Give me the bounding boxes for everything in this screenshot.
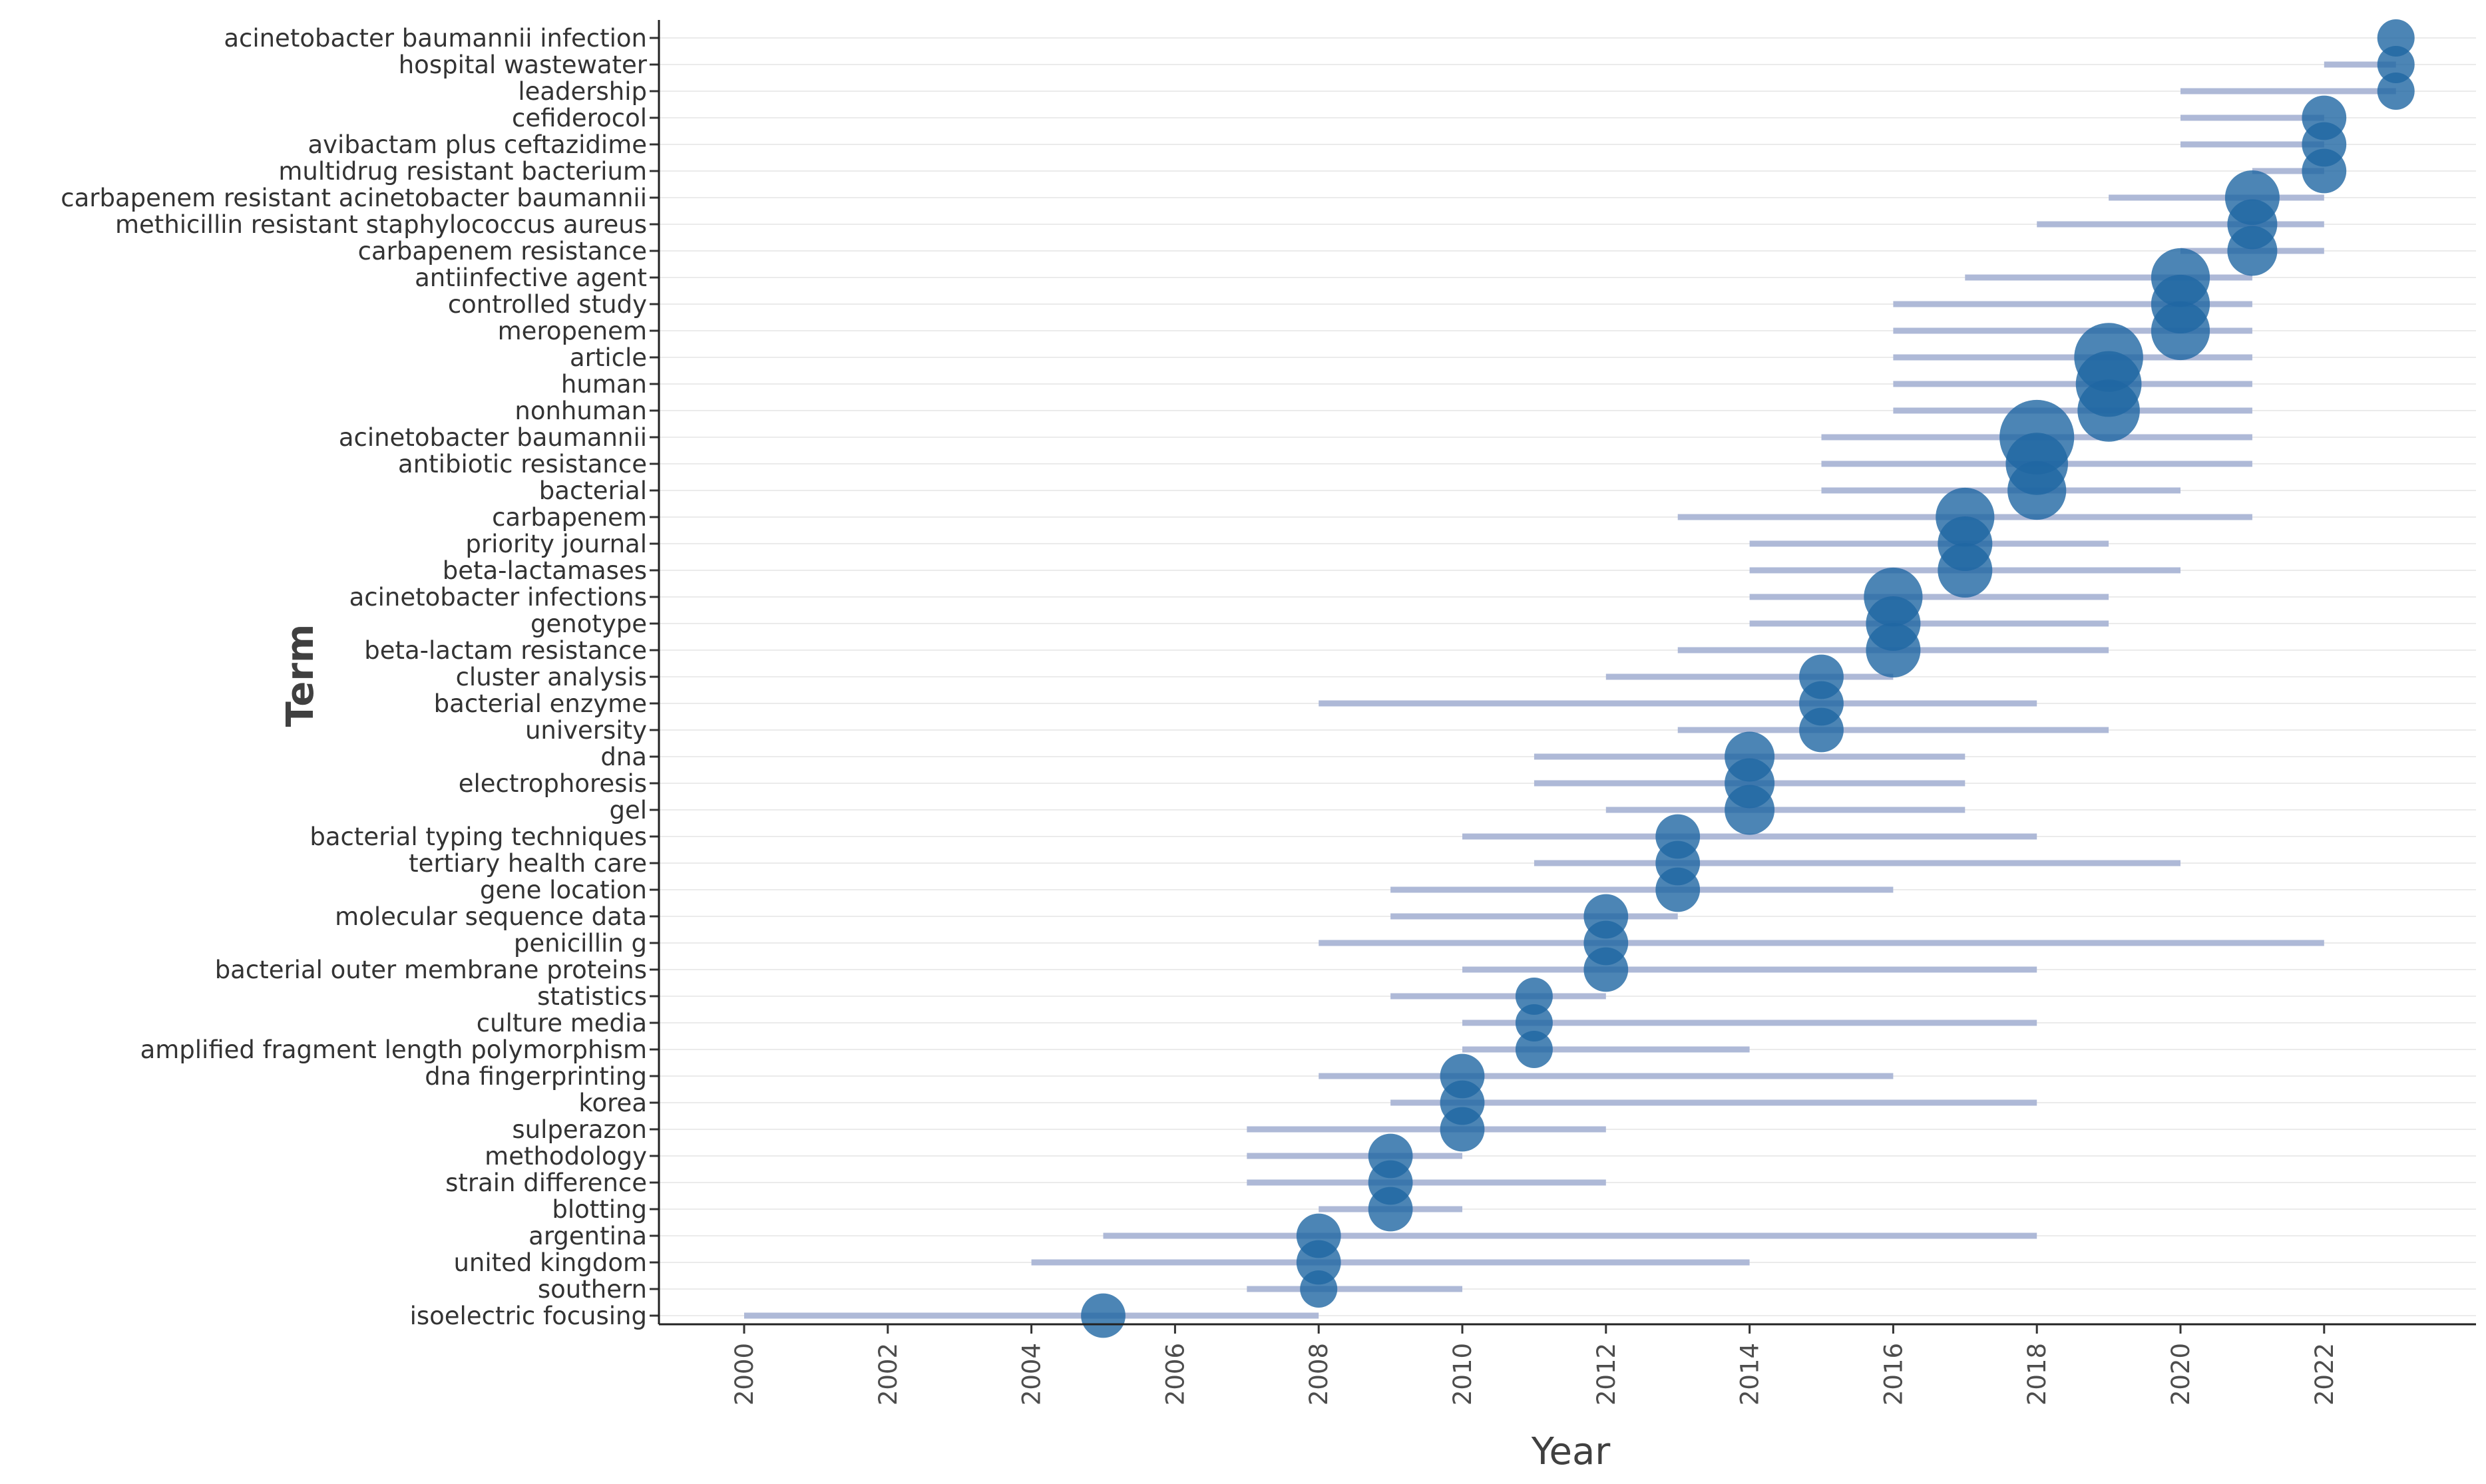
x-tick-label: 2004 xyxy=(1018,1343,1046,1405)
x-tick-label: 2022 xyxy=(2310,1343,2339,1405)
grid-lines xyxy=(659,37,2476,1316)
median-point xyxy=(1938,543,1993,598)
median-point xyxy=(1515,978,1553,1015)
term-label: priority journal xyxy=(465,530,647,558)
term-label: blotting xyxy=(552,1195,647,1224)
x-tick-label: 2018 xyxy=(2023,1343,2051,1405)
term-label: penicillin g xyxy=(514,929,647,958)
term-label: amplified fragment length polymorphism xyxy=(140,1035,647,1064)
term-label: gel xyxy=(609,796,647,825)
term-label: acinetobacter baumannii infection xyxy=(224,24,647,53)
term-label: beta-lactam resistance xyxy=(364,636,647,665)
term-label: hospital wastewater xyxy=(399,51,648,79)
x-tick-label: 2016 xyxy=(1879,1343,1908,1405)
term-label: acinetobacter baumannii xyxy=(339,423,647,452)
term-label: isoelectric focusing xyxy=(410,1302,647,1330)
x-tick-label: 2014 xyxy=(1736,1343,1764,1405)
year-range-bars xyxy=(744,61,2396,1319)
median-point xyxy=(1866,623,1921,677)
median-point xyxy=(1296,1240,1341,1285)
term-label: avibactam plus ceftazidime xyxy=(308,130,647,159)
x-tick-label: 2000 xyxy=(730,1343,759,1405)
term-label: cluster analysis xyxy=(456,663,647,691)
median-point xyxy=(1515,1031,1553,1068)
median-point xyxy=(1081,1293,1126,1338)
median-point xyxy=(1655,867,1701,912)
median-point xyxy=(2007,461,2067,520)
term-label: molecular sequence data xyxy=(335,902,647,931)
term-label: dna xyxy=(600,743,647,771)
term-label: korea xyxy=(578,1089,647,1117)
term-label: leadership xyxy=(518,77,647,106)
term-label: bacterial typing techniques xyxy=(310,823,647,851)
term-label: multidrug resistant bacterium xyxy=(278,157,647,186)
term-label: carbapenem resistant acinetobacter bauma… xyxy=(61,184,647,212)
x-tick-label: 2002 xyxy=(874,1343,903,1405)
term-label: beta-lactamases xyxy=(443,556,647,585)
x-tick-label: 2008 xyxy=(1305,1343,1333,1405)
term-label: southern xyxy=(538,1275,647,1304)
term-label: genotype xyxy=(530,610,647,638)
term-label: strain difference xyxy=(445,1169,647,1197)
term-label: gene location xyxy=(480,876,647,904)
term-label: sulperazon xyxy=(512,1115,647,1144)
median-point xyxy=(2151,301,2210,361)
median-point xyxy=(2377,46,2415,83)
median-point xyxy=(2227,226,2278,276)
x-tick-label: 2012 xyxy=(1592,1343,1621,1405)
term-label: controlled study xyxy=(448,290,647,319)
term-label: human xyxy=(561,370,647,399)
median-point xyxy=(2377,19,2415,57)
median-point xyxy=(1300,1270,1338,1308)
median-point xyxy=(1440,1107,1485,1152)
median-point xyxy=(2077,379,2140,442)
median-point xyxy=(2302,148,2347,194)
term-label: methodology xyxy=(485,1142,647,1171)
median-point xyxy=(1583,947,1629,992)
x-tick-label: 2006 xyxy=(1161,1343,1189,1405)
median-point xyxy=(1368,1187,1413,1232)
term-labels: acinetobacter baumannii infectionhospita… xyxy=(61,24,648,1330)
axes: 2000 2002 2004 2006 2008 2010 2012 2014 2016 2018… xyxy=(650,20,2476,1405)
term-label: bacterial outer membrane proteins xyxy=(215,956,647,984)
median-point xyxy=(1725,785,1775,835)
median-point xyxy=(1799,707,1844,753)
x-tick-label: 2010 xyxy=(1448,1343,1477,1405)
term-label: bacterial xyxy=(539,476,647,505)
term-label: university xyxy=(525,716,647,745)
term-label: statistics xyxy=(537,982,647,1011)
term-label: cefiderocol xyxy=(512,104,647,132)
term-label: culture media xyxy=(477,1009,647,1037)
median-year-points xyxy=(1081,19,2415,1338)
term-label: carbapenem resistance xyxy=(358,237,647,266)
term-label: carbapenem xyxy=(492,503,647,532)
term-label: nonhuman xyxy=(515,397,647,425)
term-label: article xyxy=(570,343,647,372)
term-label: argentina xyxy=(528,1222,647,1250)
term-label: meropenem xyxy=(498,317,647,345)
term-label: acinetobacter infections xyxy=(349,583,647,612)
term-label: electrophoresis xyxy=(459,769,647,798)
y-axis-title: Term xyxy=(279,624,322,727)
term-label: antibiotic resistance xyxy=(398,450,647,478)
term-label: dna fingerprinting xyxy=(425,1062,647,1091)
term-label: tertiary health care xyxy=(409,849,647,878)
term-label: antiinfective agent xyxy=(415,264,647,292)
term-label: bacterial enzyme xyxy=(434,689,647,718)
term-label: united kingdom xyxy=(453,1248,647,1277)
term-label: methicillin resistant staphylococcus aur… xyxy=(115,210,647,239)
median-point xyxy=(1515,1004,1553,1041)
x-tick-label: 2020 xyxy=(2167,1343,2195,1405)
median-point xyxy=(2377,73,2415,110)
x-axis-title: Year xyxy=(1531,1430,1611,1473)
